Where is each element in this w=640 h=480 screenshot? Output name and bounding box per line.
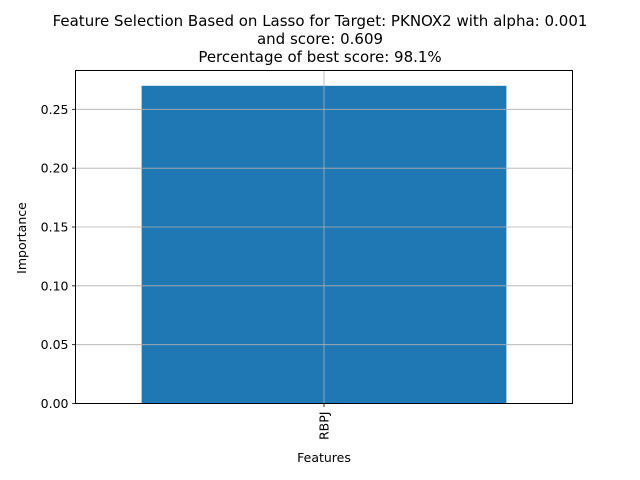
y-tick-label: 0.05 [41,337,69,352]
chart-title-line-2: and score: 0.609 [256,30,384,48]
y-tick-label: 0.25 [41,102,69,117]
chart-title-line-1: Feature Selection Based on Lasso for Tar… [52,12,588,30]
y-tick-label: 0.15 [41,219,69,234]
y-tick-label: 0.00 [41,396,69,411]
chart-title-line-3: Percentage of best score: 98.1% [198,48,442,66]
y-tick-label: 0.20 [41,161,69,176]
x-axis-label: Features [297,450,351,465]
x-tick-label: RBPJ [317,412,332,441]
y-axis-label: Importance [14,202,29,274]
y-tick-label: 0.10 [41,278,69,293]
